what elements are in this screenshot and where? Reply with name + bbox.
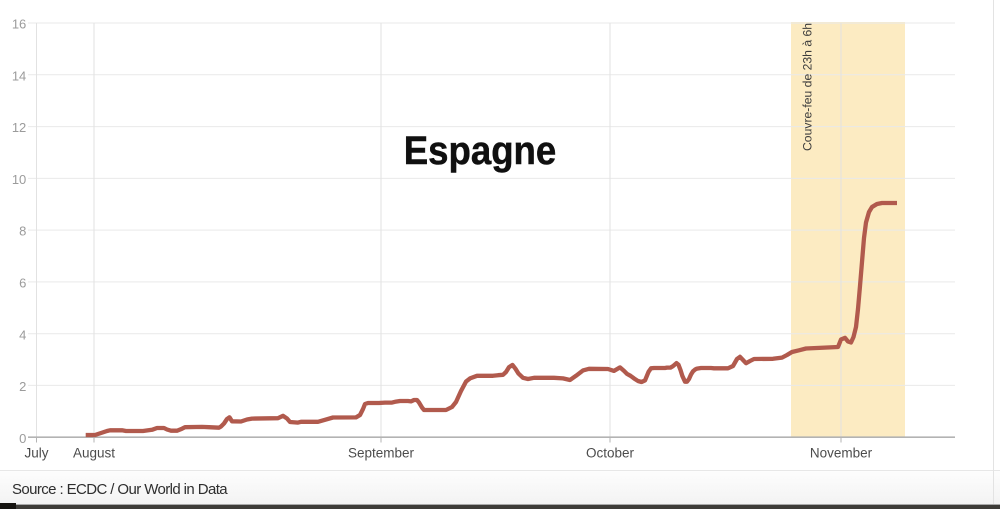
svg-text:July: July [24, 445, 48, 460]
svg-text:10: 10 [12, 172, 26, 187]
svg-text:September: September [348, 445, 415, 460]
svg-text:0: 0 [19, 431, 26, 446]
svg-text:8: 8 [19, 224, 26, 239]
svg-text:August: August [73, 445, 115, 460]
svg-text:14: 14 [12, 68, 26, 83]
svg-text:October: October [586, 445, 635, 460]
svg-text:16: 16 [12, 17, 26, 32]
svg-text:6: 6 [19, 276, 26, 291]
svg-text:4: 4 [19, 327, 26, 342]
svg-text:2: 2 [19, 379, 26, 394]
svg-text:November: November [810, 445, 873, 460]
svg-text:12: 12 [12, 120, 26, 135]
svg-text:Couvre-feu de 23h à 6h: Couvre-feu de 23h à 6h [801, 23, 815, 151]
